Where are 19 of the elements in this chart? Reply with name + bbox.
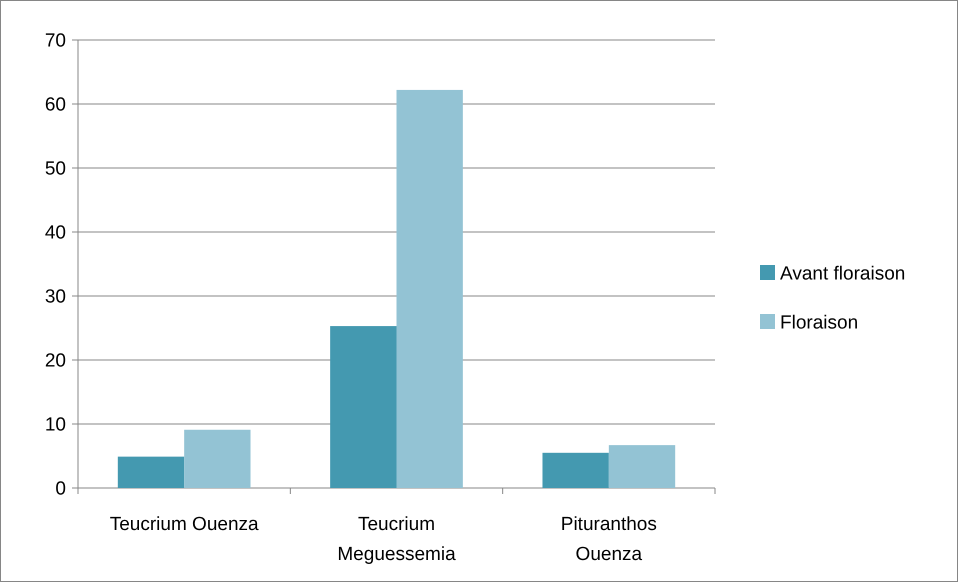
bar xyxy=(184,430,251,488)
x-tick-label: Teucrium Ouenza xyxy=(110,514,260,535)
bar xyxy=(608,445,676,488)
y-tick-label: 20 xyxy=(44,350,66,372)
bar xyxy=(542,452,609,488)
x-tick-label: Teucrium Meguessemia xyxy=(337,514,456,565)
y-tick-label: 70 xyxy=(44,30,66,52)
bar xyxy=(330,326,396,488)
x-tick-label: Pituranthos Ouenza xyxy=(560,514,657,565)
y-tick-label: 0 xyxy=(55,478,66,500)
y-tick-label: 50 xyxy=(44,158,66,180)
legend-label: Floraison xyxy=(780,312,858,334)
legend-label: Avant floraison xyxy=(780,264,906,285)
bar xyxy=(396,90,463,488)
bar xyxy=(118,456,184,488)
y-tick-label: 40 xyxy=(44,222,66,244)
y-tick-label: 60 xyxy=(44,94,66,116)
y-tick-label: 10 xyxy=(44,414,66,436)
y-tick-label: 30 xyxy=(44,286,66,308)
